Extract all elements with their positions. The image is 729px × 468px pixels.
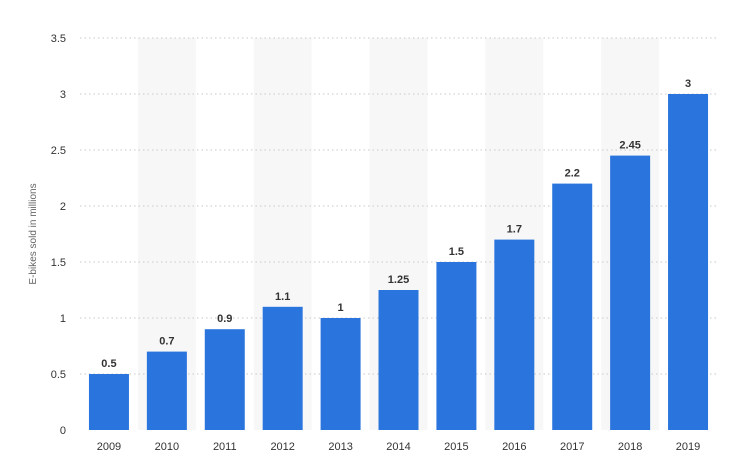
- y-tick-label: 2.5: [51, 145, 66, 157]
- x-tick-label: 2010: [155, 441, 179, 453]
- bar-value-labels: 0.5 0.7 0.9 1.1 1 1.25 1.5 1.7 2.2 2.45 3: [101, 78, 691, 370]
- bar-value-label: 0.9: [217, 313, 232, 325]
- x-tick-label: 2012: [270, 441, 294, 453]
- bar-2010[interactable]: [146, 351, 187, 430]
- y-tick-label: 2: [60, 201, 66, 213]
- bar-2017[interactable]: [552, 183, 593, 430]
- x-tick-label: 2018: [618, 441, 642, 453]
- x-tick-label: 2011: [213, 441, 237, 453]
- bar-value-label: 1.7: [507, 224, 522, 236]
- bar-value-label: 1.1: [275, 291, 290, 303]
- y-tick-label: 3: [60, 89, 66, 101]
- bar-value-label: 2.45: [619, 140, 640, 152]
- bar-2013[interactable]: [320, 318, 361, 430]
- bar-2011[interactable]: [204, 329, 245, 430]
- y-tick-label: 3.5: [51, 33, 66, 45]
- bar-2016[interactable]: [494, 239, 535, 430]
- y-tick-label: 0: [60, 425, 66, 437]
- y-tick-label: 1: [60, 313, 66, 325]
- x-tick-label: 2009: [97, 441, 121, 453]
- bar-value-label: 1.5: [449, 246, 464, 258]
- x-tick-label: 2014: [386, 441, 410, 453]
- bar-2012[interactable]: [262, 306, 303, 430]
- bars: [88, 94, 709, 430]
- bar-value-label: 0.5: [101, 358, 116, 370]
- x-axis-ticks: 2009 2010 2011 2012 2013 2014 2015 2016 2017 2018…: [97, 441, 701, 453]
- bar-value-label: 3: [685, 78, 691, 90]
- bar-value-label: 1: [338, 302, 344, 314]
- x-tick-label: 2015: [444, 441, 468, 453]
- x-tick-label: 2019: [676, 441, 700, 453]
- bar-2015[interactable]: [436, 262, 477, 430]
- y-tick-label: 0.5: [51, 369, 66, 381]
- x-tick-label: 2016: [502, 441, 526, 453]
- y-axis-title: E-bikes sold in millions: [28, 183, 39, 284]
- bar-2009[interactable]: [88, 374, 129, 430]
- y-axis-ticks: 0 0.5 1 1.5 2 2.5 3 3.5: [51, 33, 66, 437]
- x-tick-label: 2013: [328, 441, 352, 453]
- y-tick-label: 1.5: [51, 257, 66, 269]
- bar-value-label: 0.7: [159, 336, 174, 348]
- bar-value-label: 1.25: [388, 274, 409, 286]
- x-tick-label: 2017: [560, 441, 584, 453]
- bar-2014[interactable]: [378, 290, 419, 430]
- bar-value-label: 2.2: [565, 168, 580, 180]
- bar-2019[interactable]: [668, 94, 709, 430]
- bar-2018[interactable]: [610, 155, 651, 430]
